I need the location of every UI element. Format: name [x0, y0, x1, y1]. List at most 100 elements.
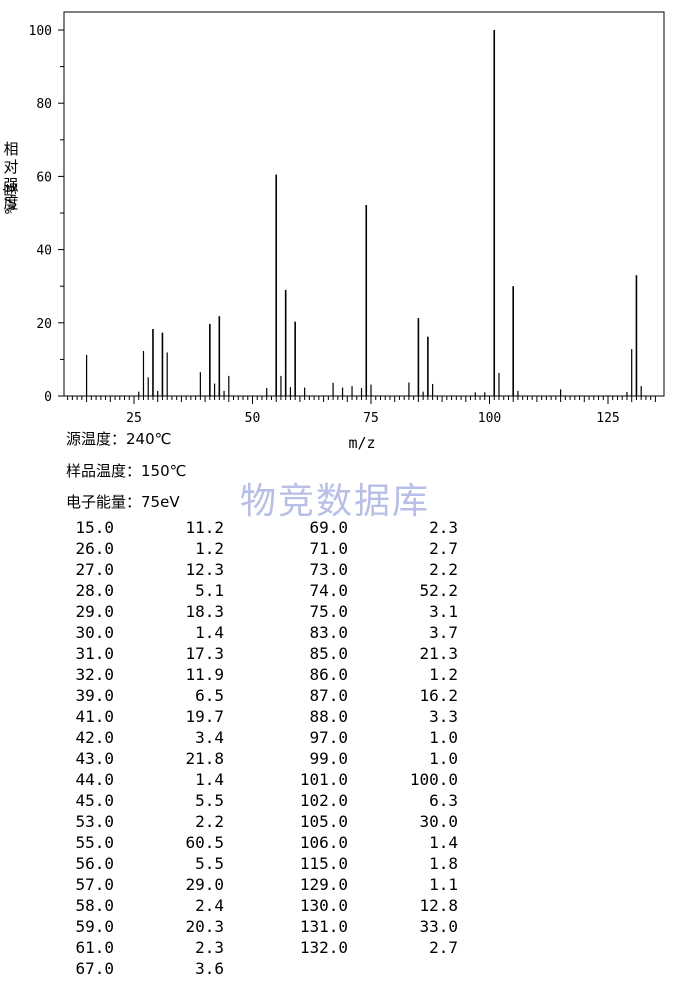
y-tick-label: 40 [36, 244, 52, 259]
mz-value: 57.0 [75, 875, 114, 894]
y-tick-label: 100 [29, 24, 52, 39]
mz-value: 43.0 [75, 749, 114, 768]
mz-value: 59.0 [75, 917, 114, 936]
x-tick-label: 50 [245, 411, 261, 426]
mz-value: 44.0 [75, 770, 114, 789]
y-tick-label: 0 [44, 390, 52, 405]
intensity-value: 6.5 [195, 686, 224, 705]
mz-value: 56.0 [75, 854, 114, 873]
intensity-value: 1.4 [429, 833, 458, 852]
mz-value: 28.0 [75, 581, 114, 600]
intensity-value: 1.2 [195, 539, 224, 558]
intensity-value: 2.3 [195, 938, 224, 957]
mz-value: 39.0 [75, 686, 114, 705]
intensity-value: 6.3 [429, 791, 458, 810]
mz-value: 88.0 [309, 707, 348, 726]
intensity-value: 2.3 [429, 518, 458, 537]
mz-value: 106.0 [299, 833, 348, 852]
mz-value: 87.0 [309, 686, 348, 705]
mz-value: 29.0 [75, 602, 114, 621]
plot-frame [63, 11, 665, 397]
mz-value: 97.0 [309, 728, 348, 747]
intensity-value: 5.5 [195, 791, 224, 810]
mz-value: 129.0 [299, 875, 348, 894]
mz-value: 86.0 [309, 665, 348, 684]
mz-value: 61.0 [75, 938, 114, 957]
intensity-value: 21.8 [185, 749, 224, 768]
intensity-value: 16.2 [419, 686, 458, 705]
mz-value: 15.0 [75, 518, 114, 537]
mz-value: 69.0 [309, 518, 348, 537]
intensity-value: 12.3 [185, 560, 224, 579]
intensity-value: 1.4 [195, 623, 224, 642]
electron-energy: 电子能量：75eV [66, 493, 180, 511]
mz-value: 130.0 [299, 896, 348, 915]
intensity-value: 2.2 [429, 560, 458, 579]
mz-value: 132.0 [299, 938, 348, 957]
intensity-value: 1.1 [429, 875, 458, 894]
y-tick-label: 20 [36, 317, 52, 332]
intensity-value: 60.5 [185, 833, 224, 852]
y-axis-label-cjk: 相对强度 [3, 140, 19, 212]
intensity-value: 2.7 [429, 938, 458, 957]
mz-value: 42.0 [75, 728, 114, 747]
watermark: 物竞数据库 [240, 481, 431, 522]
mz-value: 26.0 [75, 539, 114, 558]
intensity-value: 52.2 [419, 581, 458, 600]
mz-value: 102.0 [299, 791, 348, 810]
mz-value: 32.0 [75, 665, 114, 684]
mz-value: 75.0 [309, 602, 348, 621]
mz-value: 55.0 [75, 833, 114, 852]
intensity-value: 1.4 [195, 770, 224, 789]
mz-value: 99.0 [309, 749, 348, 768]
x-tick-label: 125 [596, 411, 619, 426]
intensity-value: 21.3 [419, 644, 458, 663]
intensity-value: 3.1 [429, 602, 458, 621]
mz-value: 85.0 [309, 644, 348, 663]
x-tick-label: 100 [478, 411, 501, 426]
intensity-value: 17.3 [185, 644, 224, 663]
intensity-value: 3.6 [195, 959, 224, 978]
intensity-value: 18.3 [185, 602, 224, 621]
mz-value: 58.0 [75, 896, 114, 915]
intensity-value: 2.7 [429, 539, 458, 558]
intensity-value: 12.8 [419, 896, 458, 915]
mz-value: 115.0 [299, 854, 348, 873]
intensity-value: 100.0 [409, 770, 458, 789]
sample-temperature: 样品温度：150℃ [66, 462, 187, 480]
y-tick-label: 80 [36, 97, 52, 112]
intensity-value: 1.2 [429, 665, 458, 684]
x-axis-label: m/z [348, 434, 375, 452]
mz-value: 131.0 [299, 917, 348, 936]
mz-value: 27.0 [75, 560, 114, 579]
intensity-value: 5.5 [195, 854, 224, 873]
y-axis-label-percent: %/度 [3, 183, 19, 214]
intensity-value: 3.3 [429, 707, 458, 726]
mz-value: 105.0 [299, 812, 348, 831]
source-temperature: 源温度：240℃ [66, 430, 172, 448]
x-tick-label: 75 [363, 411, 379, 426]
intensity-value: 3.7 [429, 623, 458, 642]
mz-value: 41.0 [75, 707, 114, 726]
mz-value: 53.0 [75, 812, 114, 831]
y-tick-label: 60 [36, 170, 52, 185]
mz-value: 67.0 [75, 959, 114, 978]
intensity-value: 1.0 [429, 728, 458, 747]
intensity-value: 19.7 [185, 707, 224, 726]
mz-value: 45.0 [75, 791, 114, 810]
intensity-value: 11.2 [185, 518, 224, 537]
intensity-value: 2.2 [195, 812, 224, 831]
intensity-value: 1.0 [429, 749, 458, 768]
mz-value: 73.0 [309, 560, 348, 579]
mz-value: 83.0 [309, 623, 348, 642]
x-tick-label: 25 [126, 411, 142, 426]
intensity-value: 3.4 [195, 728, 224, 747]
mz-value: 74.0 [309, 581, 348, 600]
intensity-value: 20.3 [185, 917, 224, 936]
intensity-value: 33.0 [419, 917, 458, 936]
mz-value: 30.0 [75, 623, 114, 642]
mass-spectrum-chart: 0 20 40 60 80 100 25 50 75 100 125 m/z [29, 11, 665, 452]
intensity-value: 30.0 [419, 812, 458, 831]
intensity-value: 11.9 [185, 665, 224, 684]
intensity-value: 2.4 [195, 896, 224, 915]
